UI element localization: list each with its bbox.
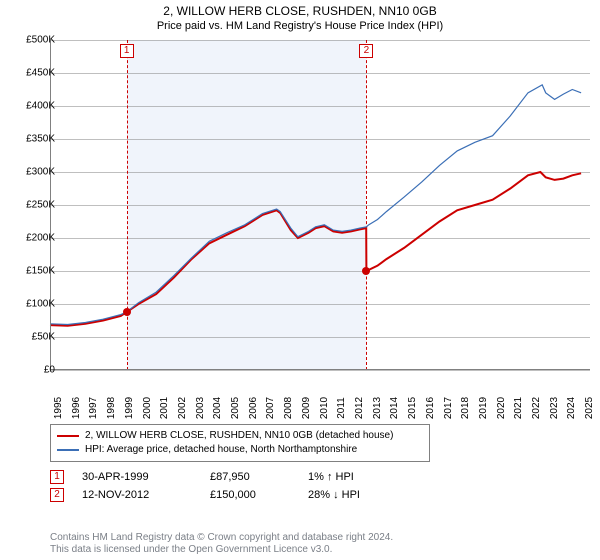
event-dot [123,308,131,316]
x-tick-label: 1999 [124,397,135,419]
footer-line1: Contains HM Land Registry data © Crown c… [50,532,580,544]
y-tick-label: £0 [5,365,55,376]
event-marker-1: 1 [50,470,64,484]
event-marker-box: 1 [120,44,134,58]
x-tick-label: 2009 [301,397,312,419]
x-tick-label: 2019 [478,397,489,419]
legend-label-property: 2, WILLOW HERB CLOSE, RUSHDEN, NN10 0GB … [85,429,393,443]
y-tick-label: £100K [5,299,55,310]
footer-line2: This data is licensed under the Open Gov… [50,544,580,556]
x-tick-label: 2008 [283,397,294,419]
chart-title: 2, WILLOW HERB CLOSE, RUSHDEN, NN10 0GB [0,4,600,18]
event-table: 1 30-APR-1999 £87,950 1% ↑ HPI 2 12-NOV-… [50,466,590,506]
footer-attribution: Contains HM Land Registry data © Crown c… [50,532,580,556]
x-tick-label: 2014 [389,397,400,419]
x-tick-label: 2005 [230,397,241,419]
event-price-2: £150,000 [210,489,290,501]
gridline [50,370,590,371]
legend-item-property: 2, WILLOW HERB CLOSE, RUSHDEN, NN10 0GB … [57,429,423,443]
event-marker-2: 2 [50,488,64,502]
x-axis-line [50,369,590,370]
y-tick-label: £450K [5,68,55,79]
x-tick-label: 2016 [425,397,436,419]
event-diff-1: 1% ↑ HPI [308,471,398,483]
x-tick-labels: 1995 1996 1997 1998 1999 2000 2001 2002 2003 2004… [50,378,590,418]
x-tick-label: 1995 [53,397,64,419]
x-tick-label: 2015 [407,397,418,419]
series-hpi [50,85,581,325]
y-tick-label: £50K [5,332,55,343]
y-tick-label: £200K [5,233,55,244]
event-row-1: 1 30-APR-1999 £87,950 1% ↑ HPI [50,470,590,484]
x-tick-label: 2013 [372,397,383,419]
chart-subtitle: Price paid vs. HM Land Registry's House … [0,20,600,32]
x-tick-label: 2020 [496,397,507,419]
x-tick-label: 2001 [159,397,170,419]
event-row-2: 2 12-NOV-2012 £150,000 28% ↓ HPI [50,488,590,502]
x-tick-label: 2003 [195,397,206,419]
event-price-1: £87,950 [210,471,290,483]
series-property [50,172,581,326]
x-tick-label: 2024 [566,397,577,419]
y-tick-label: £300K [5,167,55,178]
event-date-1: 30-APR-1999 [82,471,192,483]
line-series [50,40,590,370]
legend-swatch-property [57,435,79,437]
x-tick-label: 2023 [549,397,560,419]
chart-plot-area: 12 [50,40,590,370]
legend-label-hpi: HPI: Average price, detached house, Nort… [85,443,357,457]
y-tick-label: £500K [5,35,55,46]
x-tick-label: 1997 [88,397,99,419]
event-date-2: 12-NOV-2012 [82,489,192,501]
x-tick-label: 1996 [71,397,82,419]
y-tick-label: £150K [5,266,55,277]
x-tick-label: 2000 [142,397,153,419]
y-tick-label: £350K [5,134,55,145]
x-tick-label: 2010 [319,397,330,419]
x-tick-label: 2004 [212,397,223,419]
x-tick-label: 2006 [248,397,259,419]
x-tick-label: 2012 [354,397,365,419]
x-tick-label: 2017 [443,397,454,419]
legend: 2, WILLOW HERB CLOSE, RUSHDEN, NN10 0GB … [50,424,430,462]
x-tick-label: 2018 [460,397,471,419]
y-tick-label: £400K [5,101,55,112]
event-diff-2: 28% ↓ HPI [308,489,398,501]
x-tick-label: 2025 [584,397,595,419]
event-dot [362,267,370,275]
x-tick-label: 2007 [265,397,276,419]
chart-header: 2, WILLOW HERB CLOSE, RUSHDEN, NN10 0GB … [0,0,600,32]
legend-swatch-hpi [57,449,79,451]
x-tick-label: 2011 [336,397,347,419]
x-tick-label: 2002 [177,397,188,419]
x-tick-label: 2021 [513,397,524,419]
y-tick-label: £250K [5,200,55,211]
event-marker-box: 2 [359,44,373,58]
legend-item-hpi: HPI: Average price, detached house, Nort… [57,443,423,457]
x-tick-label: 2022 [531,397,542,419]
x-tick-label: 1998 [106,397,117,419]
